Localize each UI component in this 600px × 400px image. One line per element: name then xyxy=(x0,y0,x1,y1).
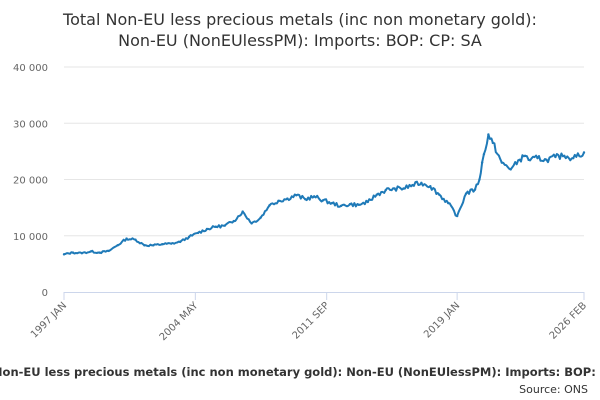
data-point[interactable] xyxy=(277,199,280,203)
y-tick-label: 40 000 xyxy=(13,63,48,74)
data-point[interactable] xyxy=(62,253,66,256)
data-point[interactable] xyxy=(464,192,468,195)
data-point[interactable] xyxy=(125,237,128,240)
data-point[interactable] xyxy=(563,154,566,158)
source-credit: Source: ONS xyxy=(519,383,588,396)
data-point[interactable] xyxy=(527,158,530,162)
data-point[interactable] xyxy=(98,251,101,254)
data-point[interactable] xyxy=(429,185,432,188)
data-point[interactable] xyxy=(259,216,262,219)
data-point[interactable] xyxy=(482,152,486,156)
x-tick-label: 2004 MAY xyxy=(158,300,201,343)
y-tick-label: 0 xyxy=(42,288,48,299)
data-point[interactable] xyxy=(411,183,414,187)
grid-lines xyxy=(64,66,584,237)
data-point[interactable] xyxy=(321,199,325,202)
data-point[interactable] xyxy=(71,251,75,254)
data-point[interactable] xyxy=(196,231,200,235)
data-point[interactable] xyxy=(478,178,481,181)
data-point[interactable] xyxy=(402,187,405,190)
data-point[interactable] xyxy=(582,151,586,154)
y-tick-label: 10 000 xyxy=(13,232,48,243)
x-tick-label: 1997 JAN xyxy=(29,300,69,340)
data-point[interactable] xyxy=(384,188,387,192)
data-point[interactable] xyxy=(187,235,191,239)
data-point[interactable] xyxy=(554,155,557,159)
data-point[interactable] xyxy=(116,244,119,247)
data-point[interactable] xyxy=(223,224,227,227)
data-point[interactable] xyxy=(487,133,490,136)
data-point[interactable] xyxy=(455,214,459,218)
data-point[interactable] xyxy=(357,203,361,207)
x-axis: 1997 JAN 2004 MAY 2011 SEP 2019 JAN 2026 FEB xyxy=(29,292,589,343)
data-point[interactable] xyxy=(250,222,253,225)
data-point[interactable] xyxy=(348,203,352,206)
series-line[interactable] xyxy=(63,133,585,256)
x-tick-label: 2011 SEP xyxy=(291,300,332,341)
y-tick-label: 30 000 xyxy=(13,119,48,130)
data-point[interactable] xyxy=(304,197,307,201)
data-point[interactable] xyxy=(178,240,182,244)
data-point[interactable] xyxy=(420,181,423,185)
chart-title-line-2: Non-EU (NonEUlessPM): Imports: BOP: CP: … xyxy=(118,31,482,50)
data-point[interactable] xyxy=(152,244,155,247)
data-point[interactable] xyxy=(80,251,84,255)
y-axis-tick-labels: 0 10 000 20 000 30 000 40 000 xyxy=(13,63,48,299)
data-point[interactable] xyxy=(232,219,235,223)
data-point[interactable] xyxy=(393,187,396,190)
plot-area xyxy=(62,133,586,256)
data-point[interactable] xyxy=(446,201,450,205)
data-point[interactable] xyxy=(339,204,343,208)
data-point[interactable] xyxy=(572,156,575,160)
x-tick-label: 2019 JAN xyxy=(422,300,462,340)
data-point[interactable] xyxy=(491,141,495,145)
chart-title: Total Non-EU less precious metals (inc n… xyxy=(62,10,537,50)
data-point[interactable] xyxy=(161,242,164,246)
data-point[interactable] xyxy=(143,244,146,247)
data-point[interactable] xyxy=(330,201,334,205)
data-point[interactable] xyxy=(500,161,504,164)
data-point[interactable] xyxy=(518,158,521,162)
data-point[interactable] xyxy=(509,168,512,171)
data-point[interactable] xyxy=(170,242,173,245)
legend[interactable]: Total Non-EU less precious metals (inc n… xyxy=(0,365,600,379)
data-point[interactable] xyxy=(295,194,298,197)
data-point[interactable] xyxy=(545,158,548,162)
data-point[interactable] xyxy=(268,204,271,207)
data-point[interactable] xyxy=(438,193,441,196)
data-point[interactable] xyxy=(366,200,369,204)
data-point[interactable] xyxy=(89,250,93,253)
data-point[interactable] xyxy=(536,156,539,160)
data-point[interactable] xyxy=(312,195,316,198)
data-point[interactable] xyxy=(375,193,378,196)
x-tick-label: 2026 FEB xyxy=(548,300,590,342)
chart-title-line-1: Total Non-EU less precious metals (inc n… xyxy=(62,10,537,29)
data-point[interactable] xyxy=(480,161,484,164)
data-point[interactable] xyxy=(523,154,527,158)
legend-item-label[interactable]: Total Non-EU less precious metals (inc n… xyxy=(0,365,600,379)
data-point[interactable] xyxy=(286,197,289,200)
data-point[interactable] xyxy=(134,238,137,241)
data-point[interactable] xyxy=(241,210,244,213)
data-point[interactable] xyxy=(473,188,477,191)
data-point[interactable] xyxy=(205,227,209,231)
data-point[interactable] xyxy=(214,225,218,228)
y-tick-label: 20 000 xyxy=(13,176,48,187)
data-point[interactable] xyxy=(107,249,110,253)
